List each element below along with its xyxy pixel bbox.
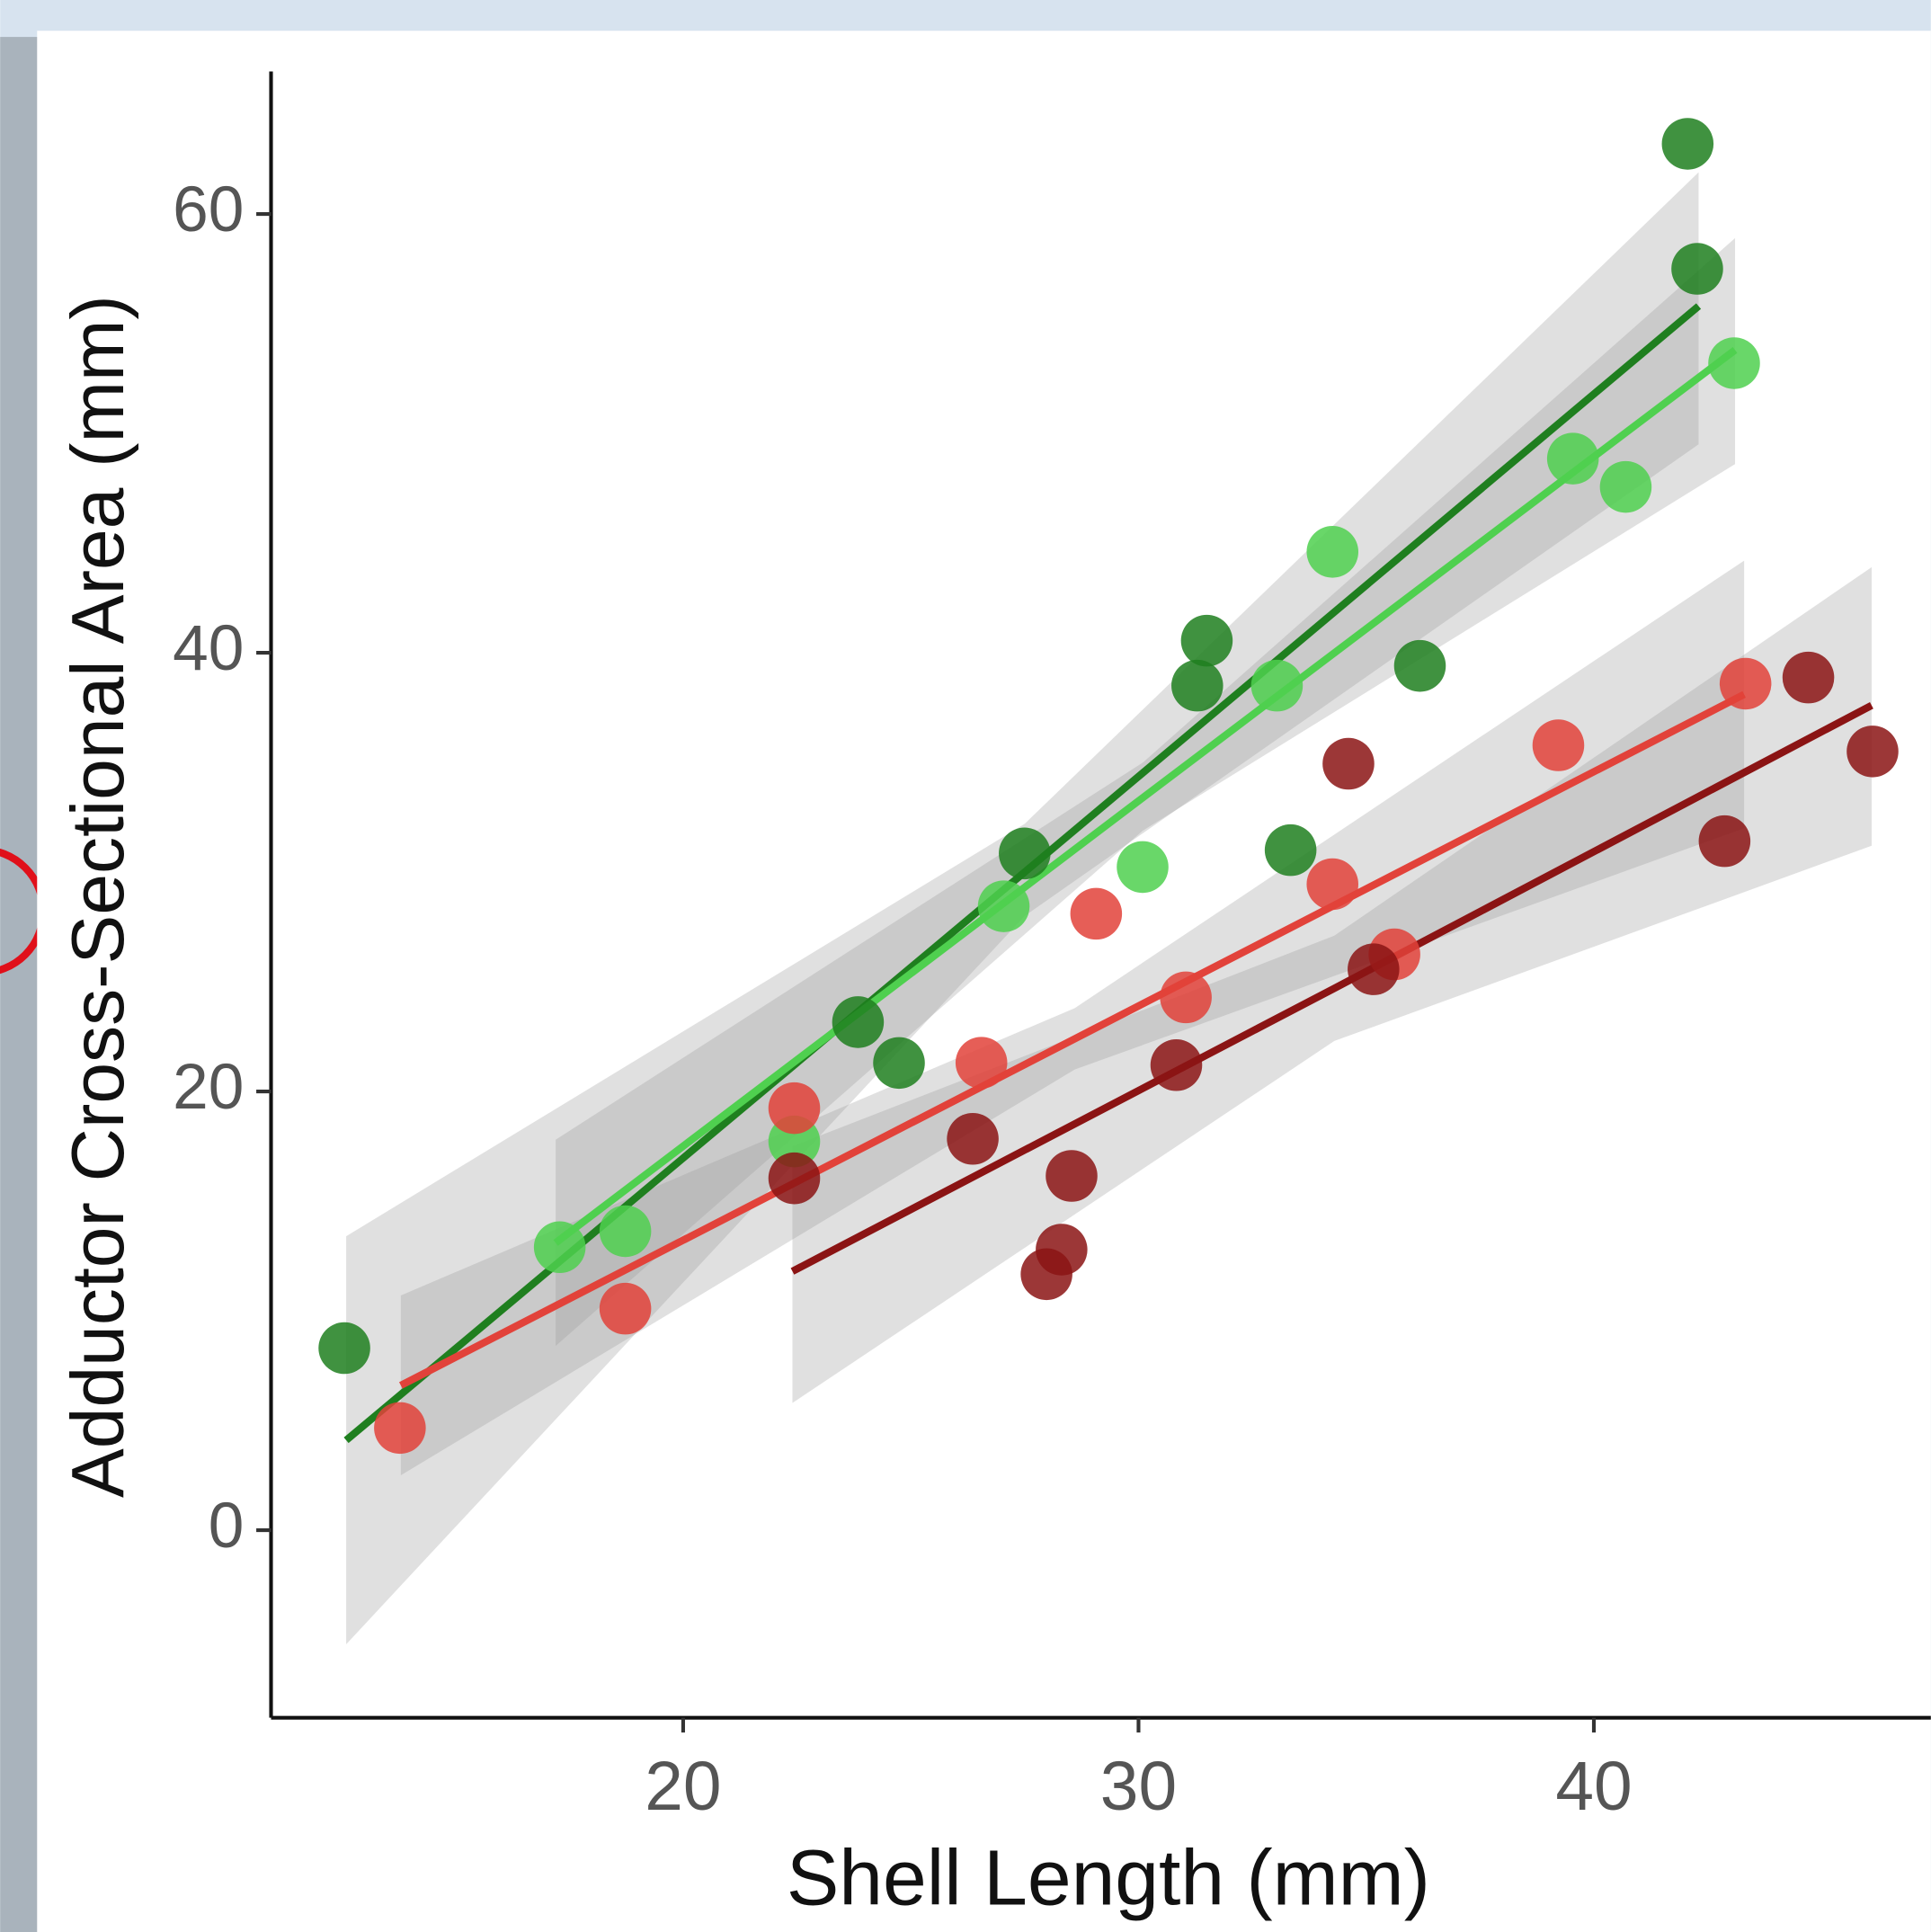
point xyxy=(599,1282,652,1335)
y-tick-label: 40 xyxy=(173,613,244,684)
point xyxy=(1782,651,1835,704)
point xyxy=(947,1112,999,1165)
fit-line xyxy=(790,701,1873,1275)
point xyxy=(1322,737,1375,790)
point xyxy=(1160,971,1212,1024)
point xyxy=(999,827,1051,880)
point xyxy=(768,1082,821,1135)
point xyxy=(1708,337,1760,389)
x-tick-label: 20 xyxy=(645,1749,721,1825)
point xyxy=(1264,824,1317,877)
point xyxy=(1671,243,1723,295)
y-tick-label: 20 xyxy=(173,1052,244,1123)
point xyxy=(873,1037,925,1090)
x-axis-title: Shell Length (mm) xyxy=(787,1834,1430,1922)
point xyxy=(1171,659,1224,712)
point xyxy=(768,1152,821,1205)
x-tick-label: 30 xyxy=(1100,1749,1177,1825)
point xyxy=(1306,858,1358,911)
point xyxy=(1150,1039,1203,1091)
point xyxy=(1180,614,1233,667)
point xyxy=(1046,1150,1098,1202)
point xyxy=(1117,841,1169,894)
confidence-band xyxy=(400,560,1745,1476)
point xyxy=(1719,657,1772,710)
point xyxy=(374,1402,426,1455)
point xyxy=(1306,526,1358,578)
fit-line xyxy=(553,347,1738,1246)
points xyxy=(318,118,1899,1455)
point xyxy=(1599,460,1652,513)
point xyxy=(1348,943,1400,995)
point xyxy=(1698,815,1751,868)
y-axis-title: Adductor Cross-Sectional Area (mm) xyxy=(58,295,139,1498)
point xyxy=(955,1037,1008,1089)
axes: 0 20 40 60 20 30 40 xyxy=(173,71,1931,1825)
point xyxy=(1846,726,1899,778)
point xyxy=(318,1322,370,1375)
point xyxy=(1393,639,1446,692)
y-tick-label: 0 xyxy=(209,1491,245,1562)
point xyxy=(1532,719,1585,771)
side-strip xyxy=(0,37,40,1932)
fit-line xyxy=(398,690,1747,1389)
point xyxy=(1546,432,1599,485)
point xyxy=(533,1221,586,1274)
point xyxy=(1036,1224,1088,1276)
point xyxy=(599,1205,652,1258)
y-tick-label: 60 xyxy=(173,174,244,245)
x-tick-label: 40 xyxy=(1555,1749,1632,1825)
point xyxy=(1661,118,1714,170)
point xyxy=(1250,659,1304,712)
panel xyxy=(37,31,1931,1932)
point xyxy=(832,996,885,1048)
point xyxy=(977,880,1030,932)
point xyxy=(1070,887,1123,940)
